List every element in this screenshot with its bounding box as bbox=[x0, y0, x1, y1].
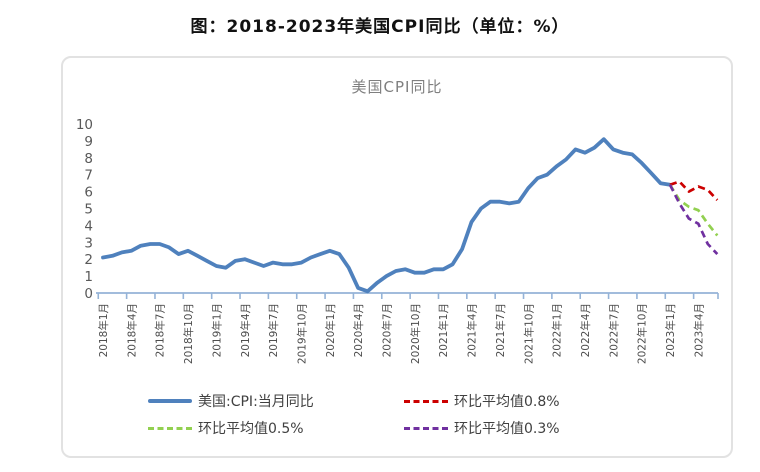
legend-line-blue-solid bbox=[148, 399, 192, 403]
svg-text:10: 10 bbox=[76, 117, 93, 133]
legend-line-purple-dashed bbox=[404, 426, 448, 430]
svg-text:2018年10月: 2018年10月 bbox=[182, 303, 195, 364]
page-title: 图：2018-2023年美国CPI同比（单位：%） bbox=[190, 17, 570, 37]
svg-text:2021年7月: 2021年7月 bbox=[494, 303, 507, 357]
svg-text:2021年10月: 2021年10月 bbox=[522, 303, 535, 364]
svg-text:7: 7 bbox=[84, 168, 93, 184]
legend-label-actual: 美国:CPI:当月同比 bbox=[198, 394, 314, 410]
svg-text:2019年7月: 2019年7月 bbox=[267, 303, 280, 357]
svg-text:2020年4月: 2020年4月 bbox=[352, 303, 365, 357]
legend-label-proj-08: 环比平均值0.8% bbox=[454, 394, 560, 410]
cpi-chart-frame: 美国CPI同比 0 1 2 3 4 5 6 7 8 9 10 2018年1月 2018年4月 2018年7… bbox=[61, 56, 733, 458]
svg-text:2023年1月: 2023年1月 bbox=[664, 303, 677, 357]
svg-text:9: 9 bbox=[84, 134, 93, 150]
legend-line-red-dashed bbox=[404, 399, 448, 403]
svg-text:2020年10月: 2020年10月 bbox=[409, 303, 422, 364]
svg-text:2018年4月: 2018年4月 bbox=[125, 303, 138, 357]
svg-text:2019年10月: 2019年10月 bbox=[295, 303, 308, 364]
svg-text:2022年1月: 2022年1月 bbox=[551, 303, 564, 357]
svg-text:5: 5 bbox=[84, 202, 93, 218]
svg-text:2018年7月: 2018年7月 bbox=[154, 303, 167, 357]
svg-text:3: 3 bbox=[84, 235, 93, 251]
chart-title: 美国CPI同比 bbox=[351, 78, 443, 96]
svg-text:1: 1 bbox=[84, 269, 93, 285]
svg-text:2: 2 bbox=[84, 252, 93, 268]
svg-text:2020年1月: 2020年1月 bbox=[324, 303, 337, 357]
svg-text:2021年4月: 2021年4月 bbox=[466, 303, 479, 357]
svg-text:2022年4月: 2022年4月 bbox=[579, 303, 592, 357]
svg-text:2021年1月: 2021年1月 bbox=[437, 303, 450, 357]
svg-text:2018年1月: 2018年1月 bbox=[97, 303, 110, 357]
legend-label-proj-05: 环比平均值0.5% bbox=[198, 421, 304, 437]
svg-text:6: 6 bbox=[84, 185, 93, 201]
svg-text:8: 8 bbox=[84, 151, 93, 167]
legend-item-proj-03: 环比平均值0.3% bbox=[404, 418, 646, 438]
legend-line-green-dashed bbox=[148, 426, 192, 430]
svg-text:2020年7月: 2020年7月 bbox=[381, 303, 394, 357]
svg-text:2023年4月: 2023年4月 bbox=[692, 303, 705, 357]
legend-label-proj-03: 环比平均值0.3% bbox=[454, 421, 560, 437]
chart-legend: 美国:CPI:当月同比 环比平均值0.8% 环比平均值0.5% 环比平均值0.3… bbox=[63, 391, 731, 438]
legend-item-proj-08: 环比平均值0.8% bbox=[404, 391, 646, 411]
svg-text:4: 4 bbox=[84, 218, 93, 234]
svg-text:2019年1月: 2019年1月 bbox=[210, 303, 223, 357]
svg-text:2019年4月: 2019年4月 bbox=[239, 303, 252, 357]
legend-item-actual: 美国:CPI:当月同比 bbox=[148, 391, 390, 411]
svg-text:2022年10月: 2022年10月 bbox=[636, 303, 649, 364]
svg-text:2022年7月: 2022年7月 bbox=[607, 303, 620, 357]
legend-item-proj-05: 环比平均值0.5% bbox=[148, 418, 390, 438]
svg-text:0: 0 bbox=[84, 286, 93, 302]
